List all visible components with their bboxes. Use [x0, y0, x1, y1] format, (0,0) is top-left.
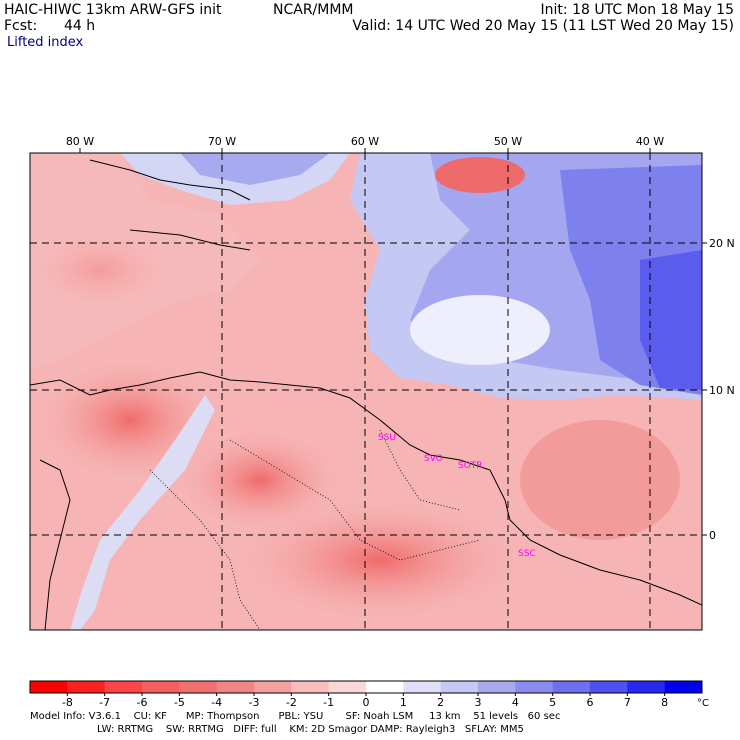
- map-frame: [29, 152, 703, 631]
- colorbar-swatch: [142, 681, 180, 693]
- colorbar-tick-label: -5: [174, 696, 185, 709]
- colorbar-swatch: [291, 681, 330, 693]
- org-label: NCAR/MMM: [273, 2, 354, 18]
- colorbar-tick-label: -4: [211, 696, 222, 709]
- colorbar-swatch: [216, 681, 255, 693]
- lon-label-50w: 50 W: [494, 135, 522, 148]
- lon-label-70w: 70 W: [208, 135, 236, 148]
- colorbar-swatch: [366, 681, 404, 693]
- field-name: Lifted index: [7, 35, 84, 50]
- colorbar-tick-label: 6: [587, 696, 594, 709]
- colorbar-tick-label: 5: [549, 696, 556, 709]
- colorbar-swatch: [552, 681, 591, 693]
- colorbar-tick-label: 3: [475, 696, 482, 709]
- colorbar-tick-label: 1: [400, 696, 407, 709]
- lon-label-40w: 40 W: [636, 135, 664, 148]
- lat-label-20n: 20 N: [709, 237, 735, 250]
- colorbar-tick-label: 4: [512, 696, 519, 709]
- colorbar-tick-label: -3: [249, 696, 260, 709]
- colorbar-unit: °C: [697, 698, 709, 709]
- colorbar-tick-label: -2: [286, 696, 297, 709]
- colorbar-swatch: [440, 681, 479, 693]
- valid-time: Valid: 14 UTC Wed 20 May 15 (11 LST Wed …: [352, 18, 734, 34]
- colorbar-swatch: [254, 681, 292, 693]
- colorbar-tick-label: -8: [62, 696, 73, 709]
- colorbar-tick-label: 7: [624, 696, 631, 709]
- colorbar-swatch: [104, 681, 143, 693]
- country-borders: [149, 429, 481, 630]
- model-title: HAIC-HIWC 13km ARW-GFS init: [4, 2, 222, 18]
- lon-ticks: [79, 148, 651, 153]
- colorbar-swatch: [627, 681, 666, 693]
- station-ssc: SSC: [518, 549, 536, 559]
- colorbar-swatch: [403, 681, 442, 693]
- colorbar-swatch: [67, 681, 106, 693]
- colorbar-ticks: -8 -7 -6 -5 -4 -3 -2 -1 0 1 2 3 4 5 6 7 8: [62, 696, 668, 709]
- lat-label-0: 0: [709, 529, 716, 542]
- lat-lon-grid: [30, 153, 702, 630]
- colorbar-swatch: [664, 681, 703, 693]
- colorbar-tick-label: 0: [363, 696, 370, 709]
- init-time: Init: 18 UTC Mon 18 May 15: [540, 2, 734, 18]
- colorbar-swatch: [328, 681, 367, 693]
- lon-label-60w: 60 W: [351, 135, 379, 148]
- colorbar-tick-label: -1: [323, 696, 334, 709]
- colorbar-swatch: [478, 681, 516, 693]
- lat-ticks: [702, 242, 707, 536]
- fcst-value: 44 h: [64, 18, 96, 34]
- colorbar-tick-label: -6: [137, 696, 148, 709]
- colorbar-tick-label: 2: [437, 696, 444, 709]
- lat-label-10n: 10 N: [709, 384, 735, 397]
- fcst-label: Fcst:: [4, 18, 38, 34]
- colorbar-swatch: [590, 681, 628, 693]
- coastlines: [30, 159, 702, 630]
- colorbar-swatch: [179, 681, 218, 693]
- station-svo: SVO: [424, 454, 443, 464]
- footer-physics-info: LW: RRTMG SW: RRTMG DIFF: full KM: 2D Sm…: [97, 724, 524, 735]
- lifted-index-field: [30, 153, 702, 630]
- lon-label-80w: 80 W: [66, 135, 94, 148]
- station-sotr: SOTR: [458, 461, 483, 471]
- colorbar-tick-label: 8: [661, 696, 668, 709]
- colorbar: [29, 680, 703, 696]
- colorbar-swatch: [30, 681, 68, 693]
- footer-model-info: Model Info: V3.6.1 CU: KF MP: Thompson P…: [30, 711, 561, 722]
- station-ssu: SSU: [378, 433, 396, 443]
- colorbar-tick-label: -7: [99, 696, 110, 709]
- colorbar-swatch: [515, 681, 554, 693]
